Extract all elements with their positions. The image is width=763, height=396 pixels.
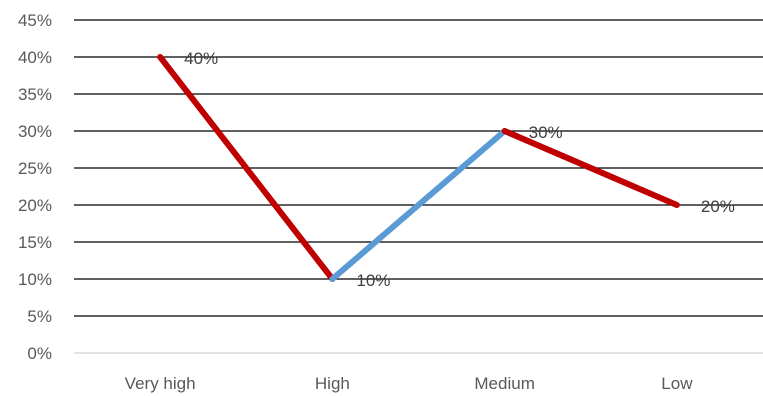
y-tick-label: 35% xyxy=(18,85,52,104)
data-point xyxy=(502,128,508,134)
gridlines xyxy=(74,19,763,354)
data-label: 10% xyxy=(356,271,390,290)
y-tick-label: 10% xyxy=(18,270,52,289)
data-label: 30% xyxy=(529,123,563,142)
y-axis-tick-labels: 0% 5% 10% 15% 20% 25% 30% 35% 40% 45% xyxy=(18,11,52,363)
data-point xyxy=(157,54,163,60)
y-tick-label: 0% xyxy=(27,344,52,363)
y-tick-label: 45% xyxy=(18,11,52,30)
y-tick-label: 15% xyxy=(18,233,52,252)
data-point xyxy=(674,202,680,208)
y-tick-label: 25% xyxy=(18,159,52,178)
data-labels: 40% 10% 30% 20% xyxy=(184,49,735,290)
data-label: 40% xyxy=(184,49,218,68)
y-tick-label: 40% xyxy=(18,48,52,67)
data-point xyxy=(329,276,335,282)
y-tick-label: 5% xyxy=(27,307,52,326)
line-segment xyxy=(329,128,508,282)
series-line xyxy=(157,54,680,282)
x-tick-label: Very high xyxy=(125,374,196,393)
x-tick-label: Medium xyxy=(474,374,534,393)
data-label: 20% xyxy=(701,197,735,216)
y-tick-label: 20% xyxy=(18,196,52,215)
x-axis-tick-labels: Very high High Medium Low xyxy=(125,374,694,393)
x-tick-label: High xyxy=(315,374,350,393)
x-tick-label: Low xyxy=(661,374,693,393)
line-segment xyxy=(501,128,680,208)
line-segment xyxy=(157,54,336,282)
y-tick-label: 30% xyxy=(18,122,52,141)
